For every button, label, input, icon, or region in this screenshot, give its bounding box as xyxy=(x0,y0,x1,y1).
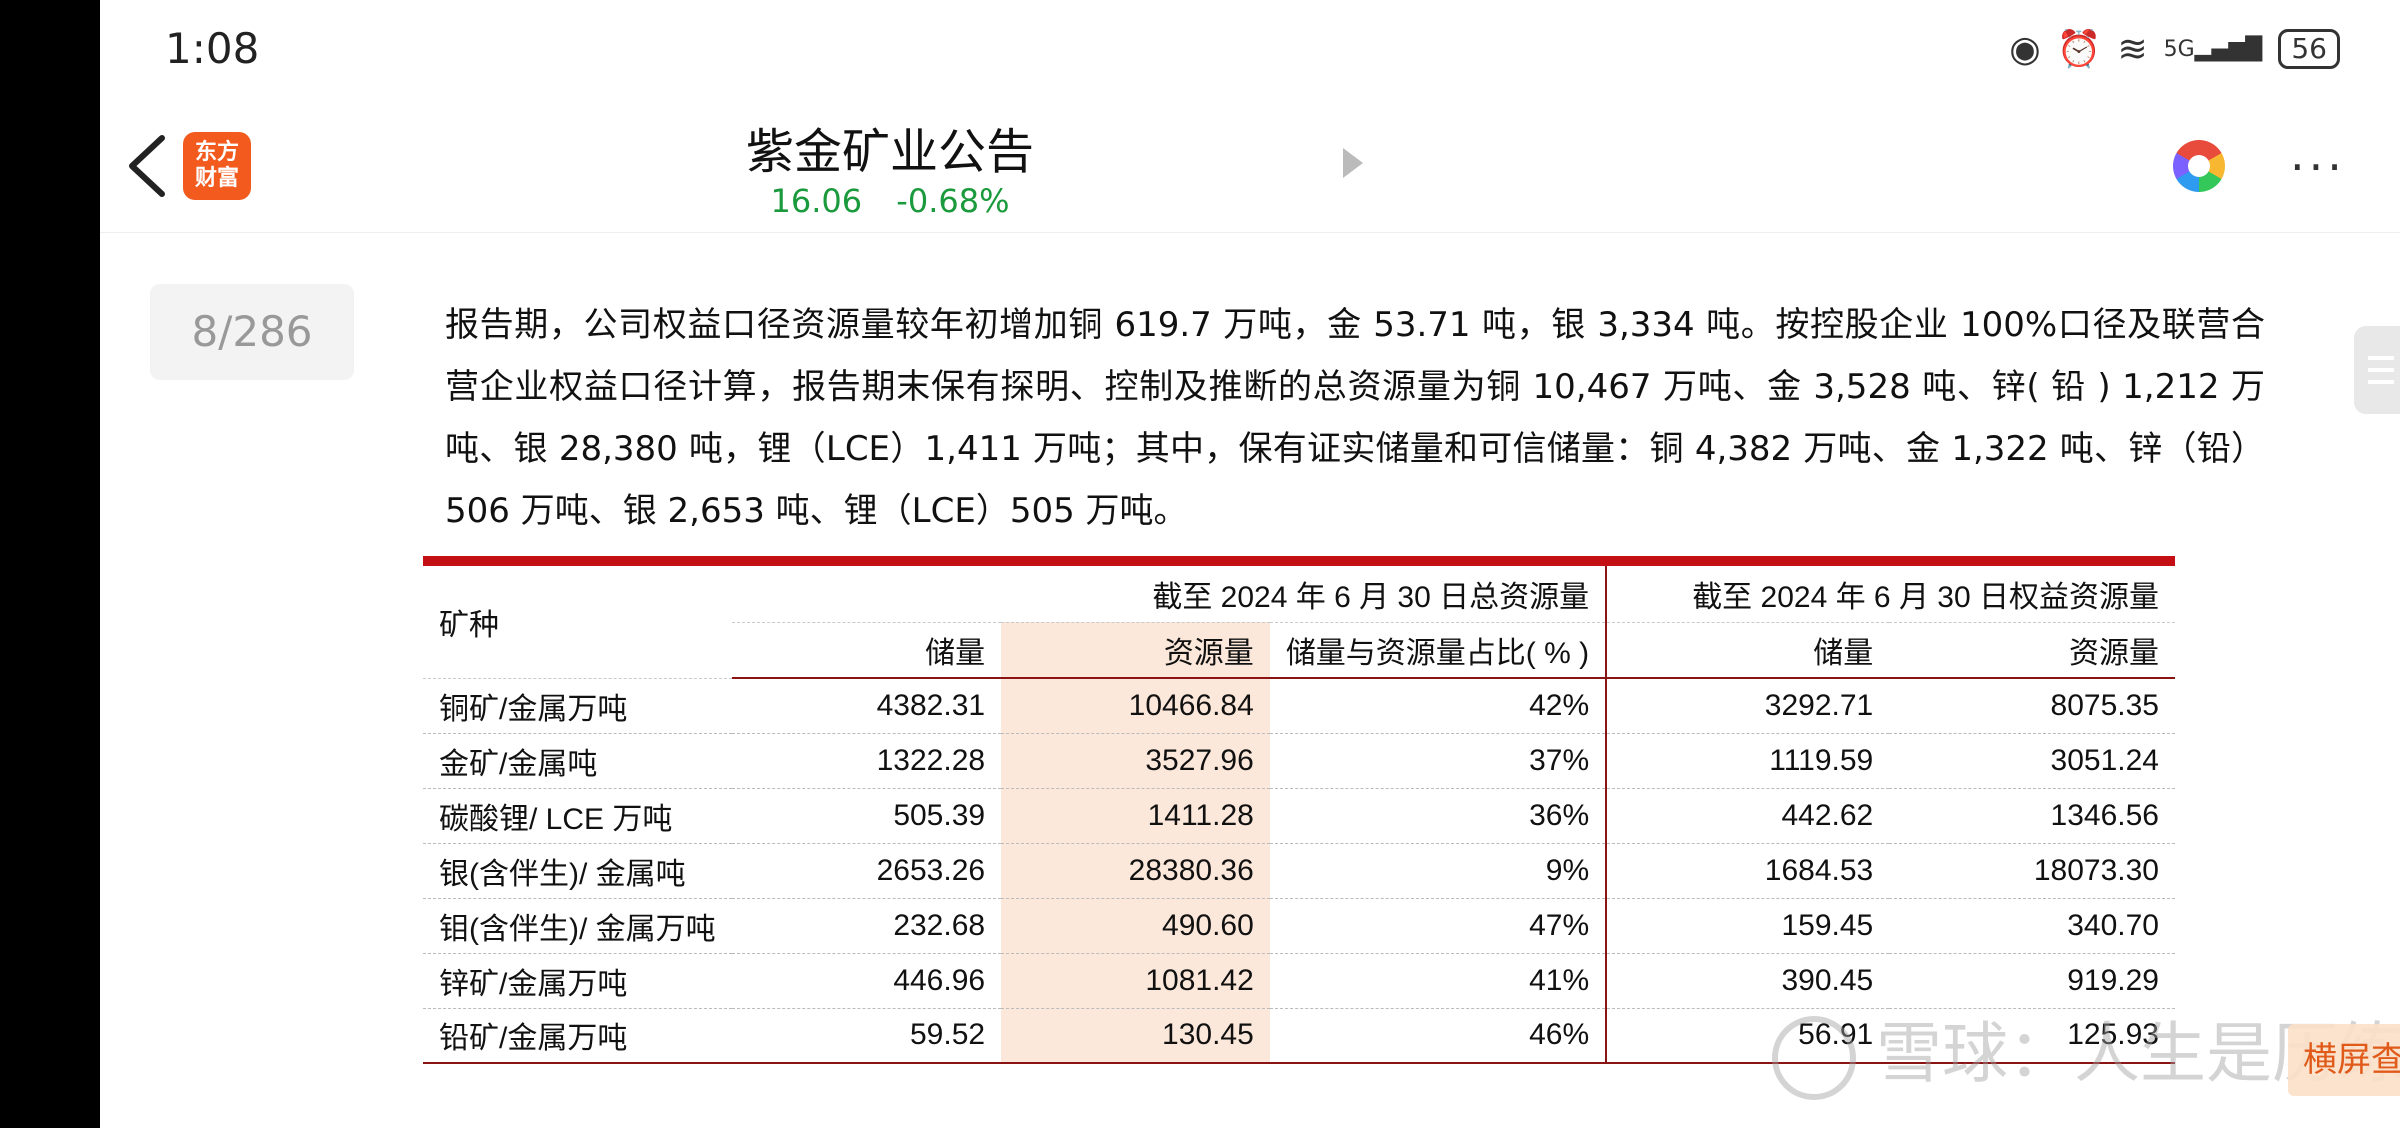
table-row: 碳酸锂/ LCE 万吨 505.39 1411.28 36% 442.62 13… xyxy=(423,788,2175,844)
table-cell: 390.45 xyxy=(1606,953,1890,1009)
status-icons: ◉ ⏰ ≋ 5G▂▄▆█ 56 xyxy=(2009,28,2340,70)
table-cell: 18073.30 xyxy=(1889,843,2175,899)
table-cell: 1119.59 xyxy=(1606,733,1890,789)
column-header: 储量与资源量占比( % ) xyxy=(1269,622,1608,679)
table-cell: 碳酸锂/ LCE 万吨 xyxy=(423,788,732,844)
table-row: 金矿/金属吨 1322.28 3527.96 37% 1119.59 3051.… xyxy=(423,733,2175,789)
table-cell: 1081.42 xyxy=(1001,953,1270,1009)
table-row: 锌矿/金属万吨 446.96 1081.42 41% 390.45 919.29 xyxy=(423,953,2175,1009)
stock-change: -0.68% xyxy=(896,182,1010,220)
table-cell: 442.62 xyxy=(1606,788,1890,844)
table-cell: 125.93 xyxy=(1889,1008,2175,1064)
table-subheader-row: 储量 资源量 储量与资源量占比( % ) 储量 资源量 xyxy=(423,622,2175,679)
table-cell: 36% xyxy=(1269,788,1608,844)
header-divider xyxy=(100,232,2400,233)
table-cell: 232.68 xyxy=(731,898,1002,954)
table-cell: 金矿/金属吨 xyxy=(423,733,732,789)
column-header: 资源量 xyxy=(1889,622,2175,679)
table-cell: 2653.26 xyxy=(731,843,1002,899)
table-row: 铜矿/金属万吨 4382.31 10466.84 42% 3292.71 807… xyxy=(423,678,2175,734)
table-cell: 37% xyxy=(1269,733,1608,789)
table-cell: 42% xyxy=(1269,678,1608,734)
back-icon[interactable] xyxy=(122,134,172,198)
equity-resource-group-header: 截至 2024 年 6 月 30 日权益资源量 xyxy=(1606,566,2175,623)
column-header: 资源量 xyxy=(1001,622,1270,679)
table-cell: 490.60 xyxy=(1001,898,1270,954)
table-cell: 8075.35 xyxy=(1889,678,2175,734)
total-resource-group-header: 截至 2024 年 6 月 30 日总资源量 xyxy=(731,566,1608,623)
xueqiu-logo-icon xyxy=(1772,1015,1856,1100)
table-cell: 铅矿/金属万吨 xyxy=(423,1008,732,1064)
alarm-icon: ⏰ xyxy=(2056,29,2102,70)
screen: 1:08 ◉ ⏰ ≋ 5G▂▄▆█ 56 东方 财富 紫金矿业公告 16.06 -… xyxy=(100,0,2400,1128)
column-header: 储量 xyxy=(1606,622,1890,679)
landscape-view-button[interactable]: 横屏查看 xyxy=(2288,1024,2400,1096)
caret-right-icon[interactable] xyxy=(1343,148,1363,178)
page-indicator: 8/286 xyxy=(150,284,354,380)
table-top-bar xyxy=(423,556,2175,566)
stock-price: 16.06 xyxy=(770,182,863,220)
table-cell: 1684.53 xyxy=(1606,843,1890,899)
table-cell: 3527.96 xyxy=(1001,733,1270,789)
table-cell: 1346.56 xyxy=(1889,788,2175,844)
table-cell: 47% xyxy=(1269,898,1608,954)
table-cell: 46% xyxy=(1269,1008,1608,1064)
signal-icon: 5G▂▄▆█ xyxy=(2163,36,2263,62)
announcement-paragraph: 报告期，公司权益口径资源量较年初增加铜 619.7 万吨，金 53.71 吨，银… xyxy=(445,305,2265,531)
stock-quote: 16.06 -0.68% xyxy=(100,182,1680,220)
share-icon[interactable] xyxy=(2173,140,2225,192)
column-header: 储量 xyxy=(731,622,1002,679)
table-row: 银(含伴生)/ 金属吨 2653.26 28380.36 9% 1684.53 … xyxy=(423,843,2175,899)
more-options-icon[interactable]: ··· xyxy=(2290,140,2346,194)
table-cell: 10466.84 xyxy=(1001,678,1270,734)
status-time: 1:08 xyxy=(165,24,260,73)
mine-type-header: 矿种 xyxy=(423,566,732,679)
table-cell: 铜矿/金属万吨 xyxy=(423,678,732,734)
eye-icon: ◉ xyxy=(2009,28,2041,70)
app-logo[interactable]: 东方 财富 xyxy=(183,132,251,200)
table-cell: 59.52 xyxy=(731,1008,1002,1064)
table-row: 钼(含伴生)/ 金属万吨 232.68 490.60 47% 159.45 34… xyxy=(423,898,2175,954)
resource-table: 矿种 截至 2024 年 6 月 30 日总资源量 截至 2024 年 6 月 … xyxy=(423,556,2175,1064)
table-cell: 340.70 xyxy=(1889,898,2175,954)
table-cell: 钼(含伴生)/ 金属万吨 xyxy=(423,898,732,954)
table-cell: 28380.36 xyxy=(1001,843,1270,899)
battery-icon: 56 xyxy=(2278,29,2340,69)
table-cell: 4382.31 xyxy=(731,678,1002,734)
table-cell: 159.45 xyxy=(1606,898,1890,954)
table-cell: 505.39 xyxy=(731,788,1002,844)
table-cell: 3051.24 xyxy=(1889,733,2175,789)
table-cell: 9% xyxy=(1269,843,1608,899)
table-cell: 锌矿/金属万吨 xyxy=(423,953,732,1009)
table-cell: 41% xyxy=(1269,953,1608,1009)
table-cell: 1322.28 xyxy=(731,733,1002,789)
table-cell: 130.45 xyxy=(1001,1008,1270,1064)
table-cell: 1411.28 xyxy=(1001,788,1270,844)
table-cell: 3292.71 xyxy=(1606,678,1890,734)
table-cell: 银(含伴生)/ 金属吨 xyxy=(423,843,732,899)
table-cell: 919.29 xyxy=(1889,953,2175,1009)
table-cell: 446.96 xyxy=(731,953,1002,1009)
wifi-icon: ≋ xyxy=(2117,28,2148,70)
side-drawer-handle[interactable] xyxy=(2354,326,2400,414)
table-header-row: 矿种 截至 2024 年 6 月 30 日总资源量 截至 2024 年 6 月 … xyxy=(423,566,2175,679)
page-title[interactable]: 紫金矿业公告 xyxy=(745,124,1034,180)
